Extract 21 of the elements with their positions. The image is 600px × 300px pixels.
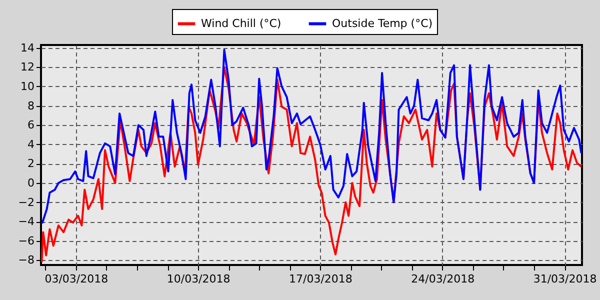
y-tick-label: −4 — [18, 215, 34, 228]
x-tick-label: 31/03/2018 — [533, 272, 597, 286]
x-tick-label: 17/03/2018 — [289, 272, 352, 286]
y-tick-label: 4 — [28, 138, 34, 151]
x-tick-label: 03/03/2018 — [44, 272, 108, 286]
line-series — [41, 48, 582, 224]
y-tick-label: −2 — [18, 196, 34, 209]
y-tick-label: −8 — [18, 254, 34, 267]
y-tick-label: 12 — [20, 60, 34, 74]
y-tick-label: 8 — [28, 99, 34, 112]
line-series — [41, 66, 582, 264]
y-tick-label: 2 — [28, 157, 34, 170]
y-tick-label: 6 — [28, 118, 34, 132]
x-tick-label: 24/03/2018 — [411, 272, 475, 286]
x-tick-label: 10/03/2018 — [166, 272, 230, 286]
legend-label: Outside Temp (°C) — [332, 16, 433, 30]
y-tick-label: 10 — [20, 80, 34, 93]
y-tick-label: 0 — [28, 176, 34, 190]
legend-label: Wind Chill (°C) — [201, 16, 282, 30]
y-tick-label: 14 — [20, 41, 34, 54]
y-tick-label: −6 — [18, 234, 34, 248]
